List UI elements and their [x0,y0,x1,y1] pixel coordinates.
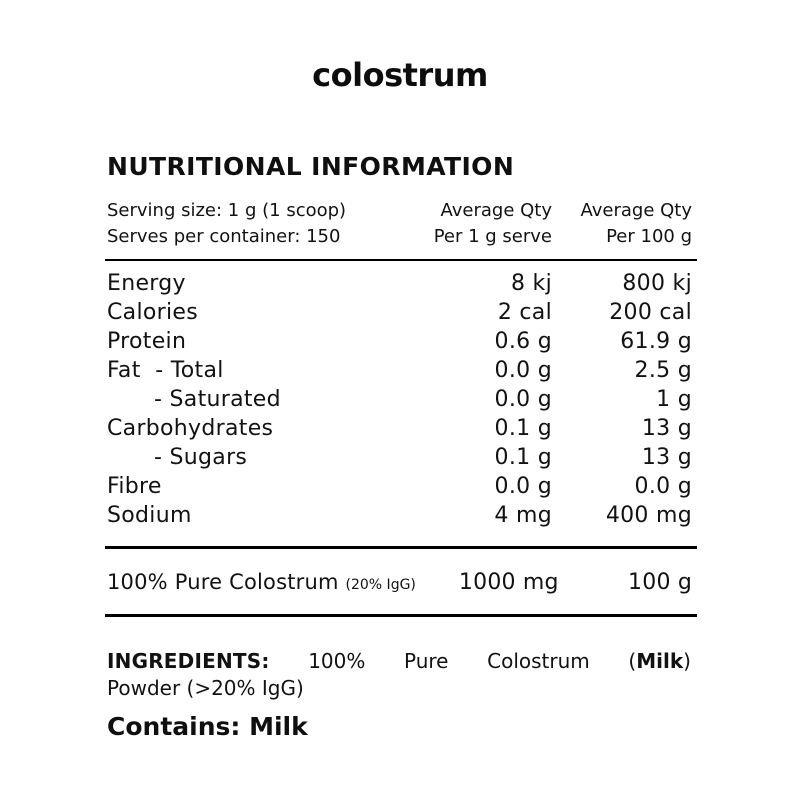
ingredients-heading: INGREDIENTS: [107,649,270,673]
column-header-per-serve: Average Qty Per 1 g serve [402,198,552,250]
column-header-avg-qty-2: Average Qty [580,200,692,221]
row-value-per-serve: 4 mg [494,503,552,528]
ingredient-word: Pure [404,649,449,673]
row-label: Sodium [107,503,192,528]
row-value-per-100g: 200 cal [609,300,692,325]
ingredient-word: Colostrum [487,649,590,673]
table-header: Serving size: 1 g (1 scoop) Serves per c… [105,198,697,250]
table-row-pure-colostrum: 100% Pure Colostrum (20% IgG) 1000 mg 10… [105,568,697,599]
table-row-energy: Energy 8 kj 800 kj [105,269,697,298]
row-value-per-100g: 100 g [628,570,692,595]
row-label: Fat - Total [107,358,224,383]
row-value-per-100g: 2.5 g [634,358,692,383]
row-value-per-100g: 400 mg [605,503,692,528]
row-value-per-serve: 0.1 g [494,416,552,441]
row-value-per-100g: 1 g [656,387,692,412]
row-value-per-serve: 8 kj [510,271,552,296]
row-label: Energy [107,271,186,296]
row-label: - Saturated [154,387,281,412]
row-label: 100% Pure Colostrum (20% IgG) [105,568,416,599]
divider-top [105,259,697,261]
nutrition-panel: NUTRITIONAL INFORMATION Serving size: 1 … [105,152,697,743]
row-value-per-serve: 0.6 g [494,329,552,354]
row-label: Calories [107,300,198,325]
nutrition-rows: Energy 8 kj 800 kj Calories 2 cal 200 ca… [105,269,697,530]
ingredients-section: INGREDIENTS: 100% Pure Colostrum (Milk) … [105,648,697,702]
serves-per-container-line: Serves per container: 150 [107,226,341,247]
row-value-per-serve: 2 cal [497,300,552,325]
row-value-per-serve: 0.0 g [494,387,552,412]
table-row-fat-total: Fat - Total 0.0 g 2.5 g [105,356,697,385]
table-row-protein: Protein 0.6 g 61.9 g [105,327,697,356]
brand-logo: colostrum [312,56,488,94]
contains-statement: Contains: Milk [107,712,308,741]
column-header-100g: Per 100 g [606,226,692,247]
table-row-sugars: - Sugars 0.1 g 13 g [105,443,697,472]
panel-title: NUTRITIONAL INFORMATION [107,152,515,181]
allergen-paren-open: ( [628,649,637,673]
table-row-carbohydrates: Carbohydrates 0.1 g 13 g [105,414,697,443]
row-value-per-100g: 13 g [641,445,692,470]
serving-info: Serving size: 1 g (1 scoop) Serves per c… [105,198,402,250]
allergen-paren-close: ) [683,649,691,673]
ingredient-word: 100% [308,649,366,673]
row-value-per-100g: 0.0 g [634,474,692,499]
table-row-sodium: Sodium 4 mg 400 mg [105,501,697,530]
divider-middle [105,546,697,549]
row-value-per-serve: 0.0 g [494,358,552,383]
row-label: Carbohydrates [107,416,274,441]
allergen-milk: Milk [636,649,684,673]
row-value-per-100g: 800 kj [622,271,692,296]
ingredients-line-1: INGREDIENTS: 100% Pure Colostrum (Milk) [107,648,691,675]
colostrum-label: 100% Pure Colostrum [107,570,346,594]
row-label: Fibre [107,474,162,499]
ingredients-line-2: Powder (>20% IgG) [107,676,304,700]
igg-note: (20% IgG) [345,577,416,593]
row-value-per-100g: 13 g [641,416,692,441]
row-value-per-serve: 1000 mg [458,570,559,595]
table-row-calories: Calories 2 cal 200 cal [105,298,697,327]
serving-size-line: Serving size: 1 g (1 scoop) [107,200,347,221]
row-label: Protein [107,329,187,354]
column-header-per-100g: Average Qty Per 100 g [552,198,692,250]
row-value-per-100g: 61.9 g [620,329,692,354]
table-row-fat-saturated: - Saturated 0.0 g 1 g [105,385,697,414]
allergen-group: (Milk) [628,648,691,675]
column-header-avg-qty-1: Average Qty [440,200,552,221]
column-header-per-1g: Per 1 g serve [433,226,552,247]
row-value-per-serve: 0.1 g [494,445,552,470]
row-value-per-serve: 0.0 g [494,474,552,499]
table-row-fibre: Fibre 0.0 g 0.0 g [105,472,697,501]
divider-bottom [105,614,697,617]
row-label: - Sugars [154,445,248,470]
